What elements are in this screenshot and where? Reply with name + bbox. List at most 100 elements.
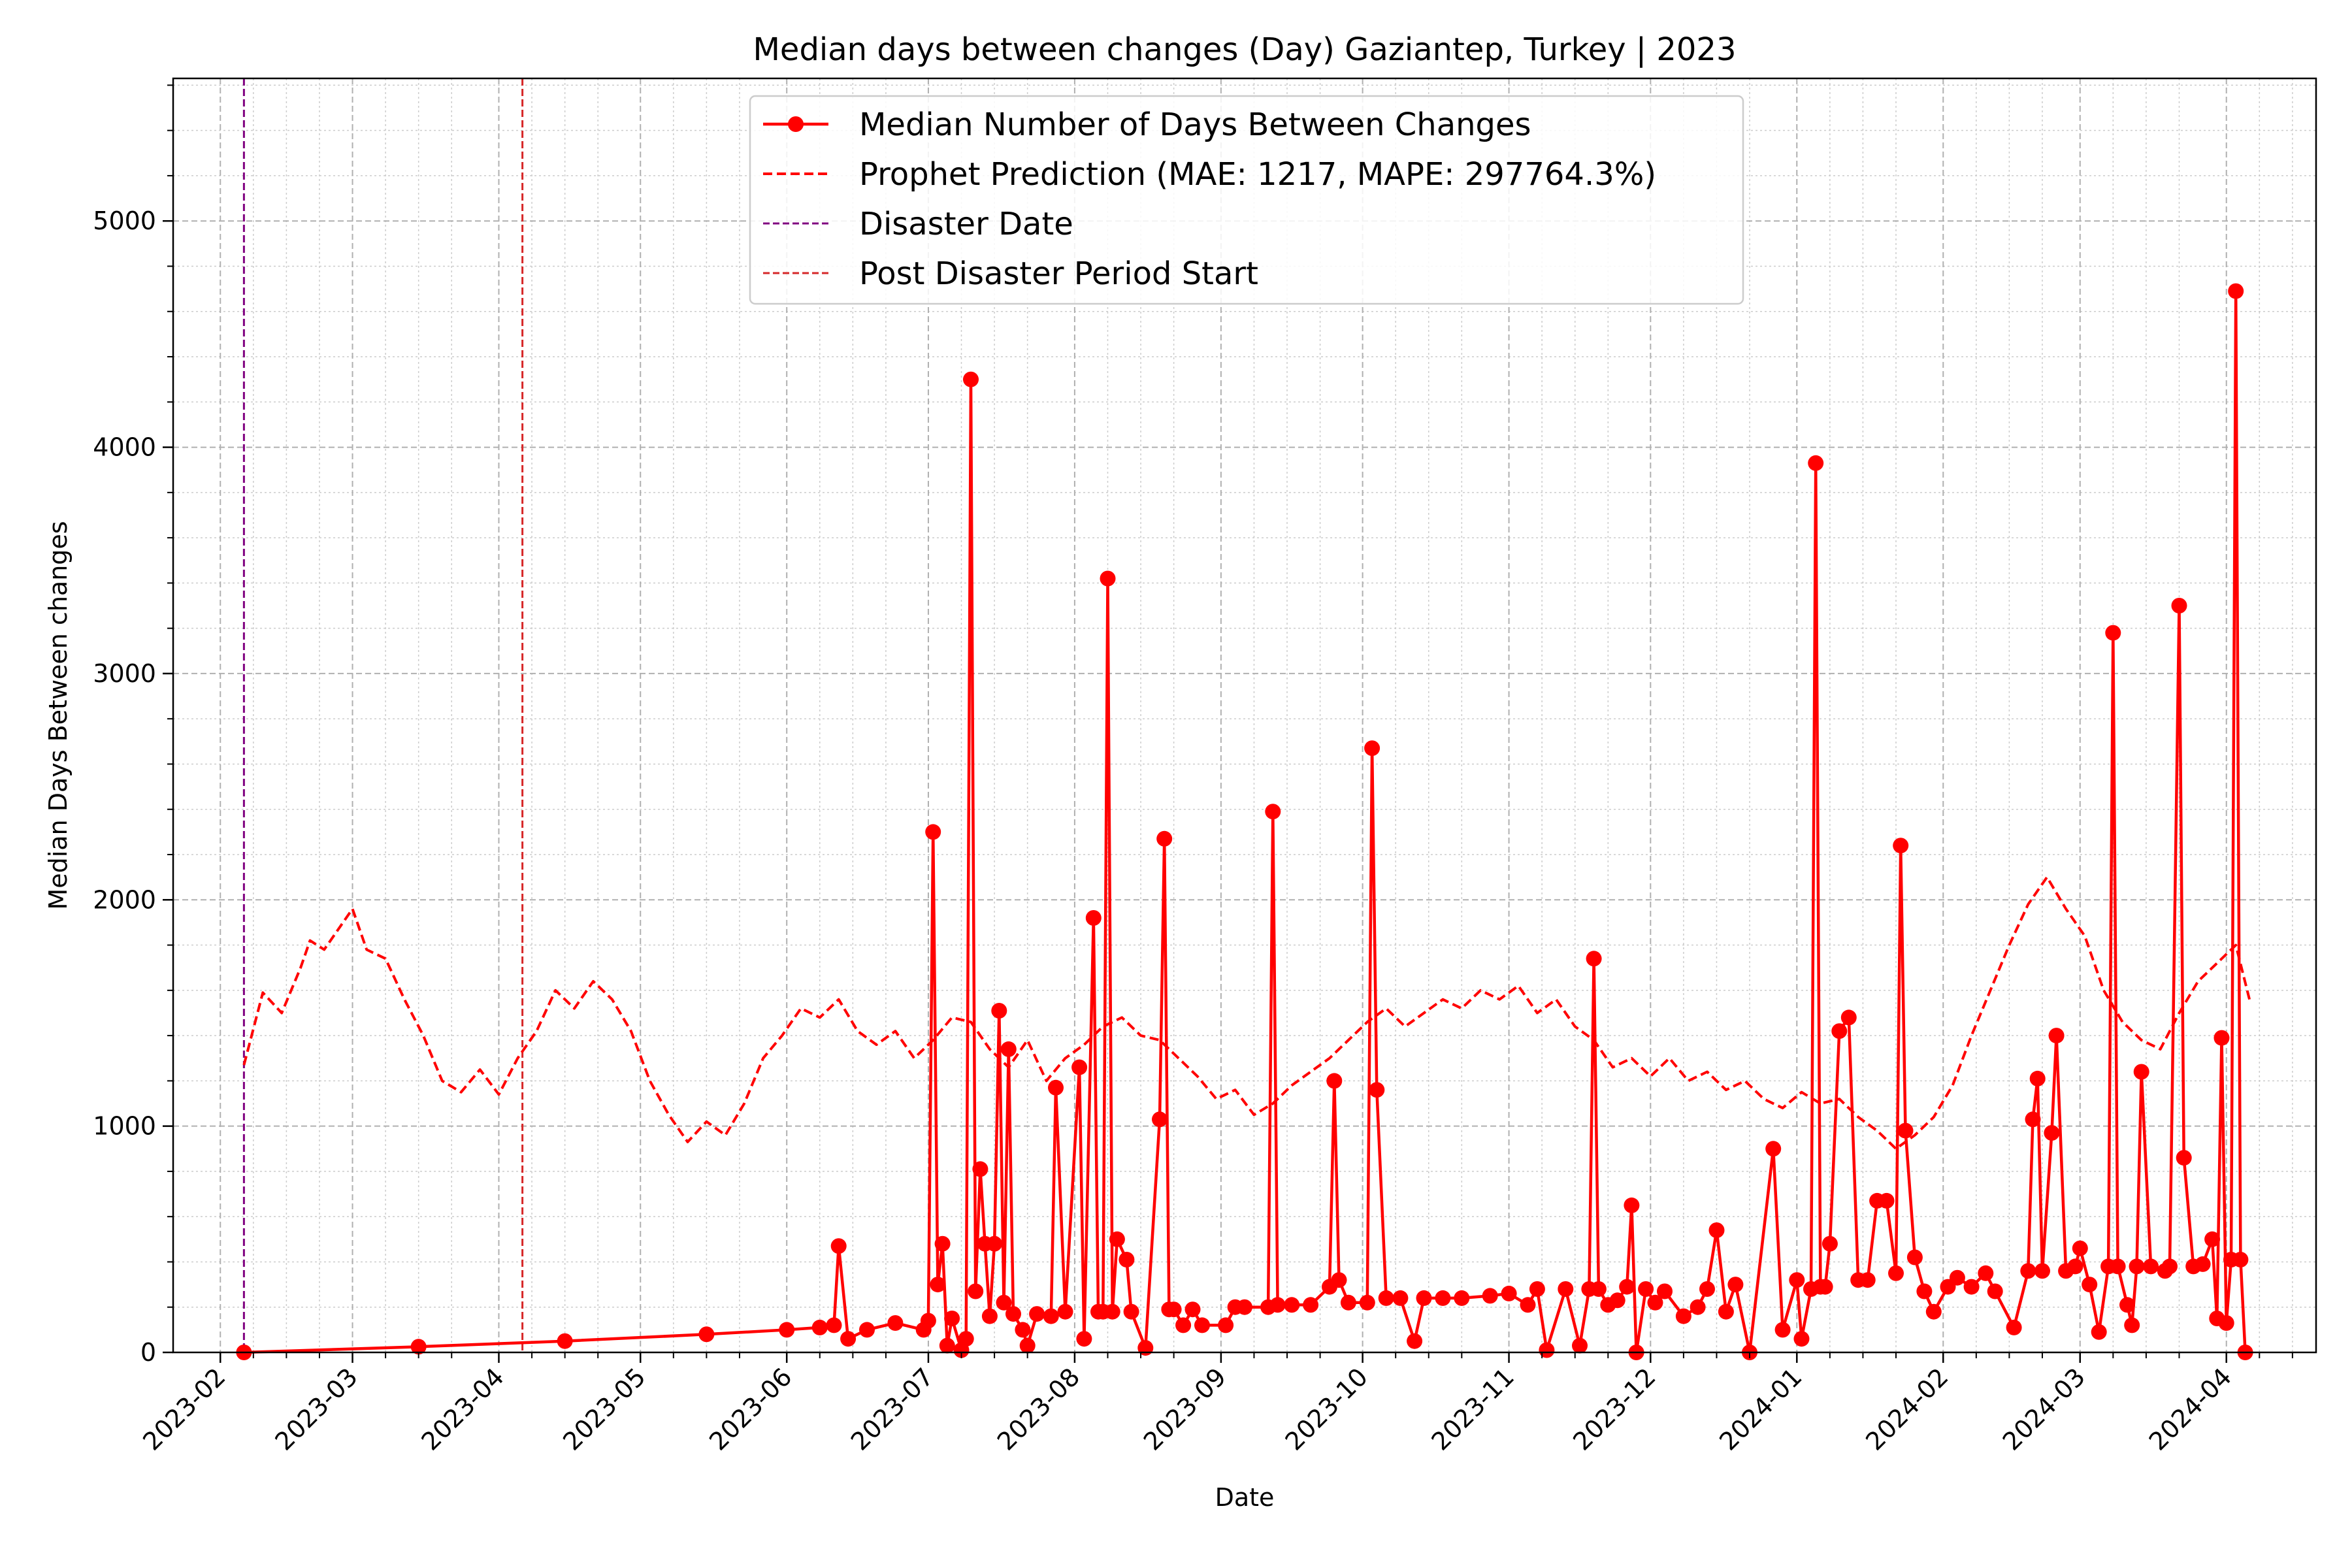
data-point: [2176, 1150, 2192, 1166]
data-point: [1166, 1301, 1182, 1318]
median-days-line: [244, 289, 2247, 1354]
data-point: [1269, 1297, 1286, 1313]
y-tick-label: 2000: [93, 885, 156, 914]
data-point: [981, 1308, 998, 1324]
chart-title: Median days between changes (Day) Gazian…: [753, 31, 1737, 68]
data-point: [1100, 570, 1116, 587]
data-point: [1340, 1294, 1356, 1311]
data-point: [826, 1317, 842, 1333]
legend-median-days-label: Median Number of Days Between Changes: [859, 106, 1531, 143]
data-point: [1029, 1306, 1045, 1322]
data-point: [1893, 838, 1909, 854]
data-point: [1718, 1303, 1734, 1320]
data-point: [1699, 1281, 1715, 1297]
data-point: [2232, 1252, 2249, 1267]
data-point: [2044, 1125, 2060, 1141]
reference-lines: [242, 78, 524, 1352]
legend: Median Number of Days Between Changes Pro…: [749, 95, 1744, 305]
data-point: [925, 824, 941, 840]
data-point: [811, 1319, 828, 1335]
data-point: [920, 1313, 936, 1329]
data-point: [930, 1277, 946, 1293]
data-point: [996, 1294, 1012, 1311]
data-point: [1831, 1023, 1848, 1039]
data-point: [1156, 830, 1173, 847]
y-tick-label: 4000: [93, 433, 156, 462]
series-layer: [236, 283, 2253, 1360]
data-point: [1840, 1009, 1857, 1026]
data-point: [958, 1331, 974, 1347]
data-point: [1364, 740, 1380, 757]
data-point: [2020, 1263, 2036, 1279]
data-point: [2034, 1263, 2050, 1279]
data-point: [1175, 1317, 1192, 1333]
data-point: [1369, 1082, 1385, 1098]
data-point: [1057, 1303, 1073, 1320]
x-axis-label: Date: [1215, 1483, 1275, 1512]
y-axis-label: Median Days Between changes: [44, 521, 73, 909]
data-point: [972, 1161, 988, 1177]
data-point: [987, 1235, 1003, 1252]
data-point: [2129, 1258, 2145, 1275]
data-point: [1416, 1290, 1432, 1306]
data-point: [2213, 1030, 2230, 1046]
data-point: [1407, 1333, 1423, 1349]
data-point: [2124, 1317, 2140, 1333]
data-point: [2143, 1258, 2159, 1275]
data-point: [1727, 1277, 1744, 1293]
data-point: [1765, 1141, 1782, 1157]
data-point: [1152, 1111, 1168, 1128]
data-point: [1690, 1299, 1706, 1315]
data-point: [1925, 1303, 1942, 1320]
legend-marker: [788, 116, 804, 132]
data-point: [1572, 1337, 1588, 1354]
data-point: [2048, 1028, 2065, 1044]
data-point: [2082, 1277, 2098, 1293]
data-point: [944, 1311, 960, 1326]
data-point: [2204, 1231, 2221, 1247]
data-point: [1194, 1317, 1210, 1333]
data-point: [2119, 1297, 2135, 1313]
data-point: [859, 1322, 875, 1338]
y-tick-label: 3000: [93, 659, 156, 688]
prophet-prediction-line: [242, 875, 2251, 1151]
data-point: [1963, 1279, 1980, 1295]
legend-prophet-label: Prophet Prediction (MAE: 1217, MAPE: 297…: [859, 156, 1656, 193]
legend-post-disaster-label: Post Disaster Period Start: [859, 255, 1258, 292]
data-point: [1906, 1249, 1923, 1266]
data-point: [1558, 1281, 1574, 1297]
data-point: [2195, 1256, 2211, 1272]
data-point: [830, 1238, 847, 1254]
data-point: [1586, 951, 1602, 967]
data-point: [887, 1315, 904, 1331]
data-point: [1897, 1122, 1914, 1139]
data-point: [1708, 1222, 1725, 1238]
plot-frame: [172, 77, 2317, 1354]
data-point: [1000, 1041, 1017, 1057]
data-point: [2072, 1240, 2088, 1256]
data-point: [779, 1322, 795, 1338]
data-point: [2171, 598, 2187, 613]
data-point: [1109, 1231, 1125, 1247]
data-point: [1987, 1283, 2003, 1299]
data-point: [1392, 1290, 1409, 1306]
data-point: [934, 1235, 951, 1252]
data-point: [1104, 1303, 1120, 1320]
y-tick-label: 0: [140, 1338, 156, 1367]
data-point: [698, 1326, 715, 1343]
data-point: [1789, 1272, 1805, 1288]
data-point: [1435, 1290, 1451, 1306]
data-point: [2218, 1315, 2234, 1331]
data-point: [2025, 1111, 2041, 1128]
data-point: [1808, 455, 1824, 471]
data-point: [2067, 1258, 2083, 1275]
data-point: [1916, 1283, 1933, 1299]
data-point: [1237, 1299, 1252, 1315]
data-point: [1123, 1303, 1139, 1320]
data-point: [1638, 1281, 1654, 1297]
data-point: [1378, 1290, 1394, 1306]
data-point: [1359, 1294, 1375, 1311]
legend-disaster-date-label: Disaster Date: [859, 206, 1073, 242]
data-point: [2029, 1070, 2046, 1086]
